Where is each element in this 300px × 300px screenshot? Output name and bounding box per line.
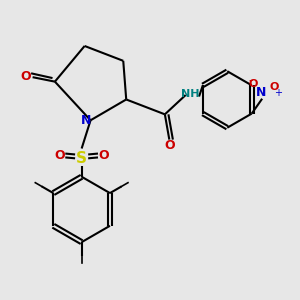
Text: NH: NH <box>181 88 200 98</box>
Text: S: S <box>76 152 87 166</box>
Text: O: O <box>54 149 65 162</box>
Text: N: N <box>81 114 91 127</box>
Text: N: N <box>256 86 266 99</box>
Text: -: - <box>248 74 253 87</box>
Text: O: O <box>269 82 279 92</box>
Text: O: O <box>165 139 175 152</box>
Text: O: O <box>21 70 32 83</box>
Text: +: + <box>274 88 283 98</box>
Text: O: O <box>99 149 109 162</box>
Text: O: O <box>248 79 258 89</box>
